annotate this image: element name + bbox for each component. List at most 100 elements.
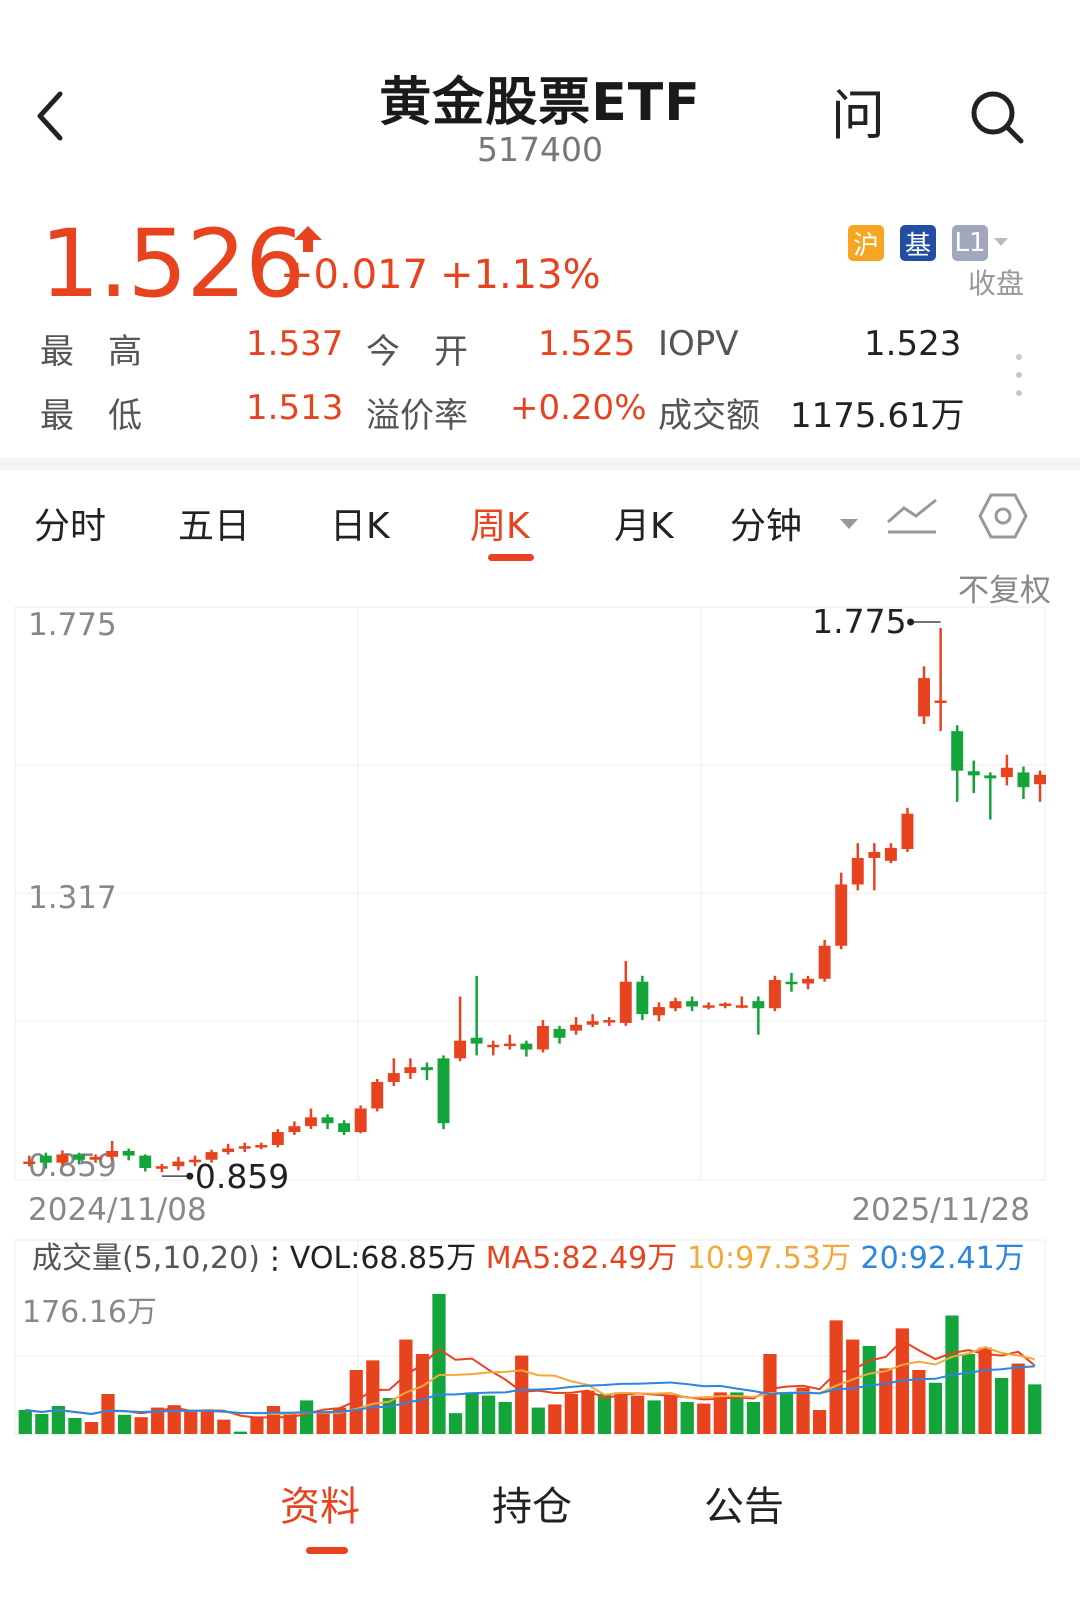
active-bottom-tab-indicator bbox=[306, 1547, 348, 1554]
candle-body bbox=[503, 1043, 516, 1047]
volume-bar bbox=[465, 1392, 479, 1434]
tab-daily-k[interactable]: 日K bbox=[330, 506, 390, 547]
volume-bar bbox=[366, 1360, 380, 1434]
tab-holdings[interactable]: 持仓 bbox=[492, 1484, 572, 1530]
page-title: 黄金股票ETF bbox=[379, 73, 701, 133]
candle-body bbox=[851, 857, 864, 885]
stat-label-iopv: IOPV bbox=[658, 324, 739, 364]
section-divider bbox=[0, 458, 1080, 470]
candle-body bbox=[967, 771, 980, 776]
volume-bar bbox=[978, 1347, 992, 1434]
candle-body bbox=[387, 1073, 400, 1082]
tab-weekly-k[interactable]: 周K bbox=[470, 506, 530, 547]
candle-body bbox=[884, 847, 897, 861]
back-chevron-icon[interactable] bbox=[30, 88, 78, 144]
volume-bar bbox=[35, 1413, 49, 1434]
candle-body bbox=[918, 678, 931, 717]
volume-bar bbox=[995, 1377, 1009, 1434]
price-change: +0.017 bbox=[280, 252, 429, 298]
candle-body bbox=[371, 1081, 384, 1109]
volume-bar bbox=[415, 1353, 430, 1434]
volume-bar bbox=[812, 1409, 827, 1434]
volume-bar bbox=[101, 1393, 115, 1434]
candle-body bbox=[73, 1154, 85, 1160]
candle-body bbox=[1017, 772, 1030, 788]
candle-body bbox=[338, 1123, 351, 1133]
market-status: 收盘 bbox=[968, 267, 1025, 300]
volume-bar bbox=[796, 1387, 810, 1434]
candle-body bbox=[1000, 767, 1013, 778]
ma20-line bbox=[25, 1365, 1035, 1416]
volume-bar bbox=[217, 1419, 231, 1434]
volume-bar bbox=[382, 1397, 396, 1434]
volume-bar bbox=[829, 1320, 843, 1434]
candle-body bbox=[934, 700, 947, 704]
candle-body bbox=[570, 1024, 583, 1031]
volume-bar bbox=[515, 1355, 529, 1434]
volume-bar bbox=[333, 1407, 347, 1434]
volume-bar bbox=[597, 1393, 612, 1434]
candle-body bbox=[785, 981, 798, 985]
price-change-percent: +1.13% bbox=[440, 252, 601, 298]
x-start-date-label: 2024/11/08 bbox=[28, 1192, 207, 1228]
tab-profile[interactable]: 资料 bbox=[280, 1484, 360, 1530]
search-icon[interactable] bbox=[968, 88, 1026, 146]
volume-bar bbox=[349, 1369, 363, 1434]
candle-body bbox=[271, 1132, 284, 1146]
y-tick-label: 1.775 bbox=[28, 607, 117, 643]
stat-value-iopv: 1.523 bbox=[864, 324, 962, 364]
stat-value-turnover: 1175.61万 bbox=[790, 396, 965, 436]
chevron-down-icon[interactable] bbox=[994, 238, 1008, 246]
candle-body bbox=[752, 1001, 765, 1009]
volume-bar bbox=[134, 1417, 148, 1434]
ask-button[interactable]: 问 bbox=[831, 84, 885, 147]
price-adjustment-label[interactable]: 不复权 bbox=[958, 573, 1051, 609]
volume-bar bbox=[664, 1395, 678, 1434]
ma10-value: 10:97.53万 bbox=[687, 1241, 861, 1276]
candle-body bbox=[553, 1028, 566, 1038]
volume-bar bbox=[432, 1293, 446, 1434]
up-arrow-icon bbox=[294, 226, 322, 252]
tab-monthly-k[interactable]: 月K bbox=[614, 506, 674, 547]
candle-body bbox=[404, 1067, 417, 1074]
tab-five-day[interactable]: 五日 bbox=[178, 506, 251, 547]
volume-bar bbox=[779, 1392, 794, 1434]
candle-body bbox=[868, 852, 881, 858]
candle-body bbox=[586, 1021, 599, 1025]
candle-body bbox=[106, 1150, 119, 1157]
candle-body bbox=[155, 1166, 168, 1169]
volume-legend: 成交量(5,10,20)⋮VOL:68.85万 MA5:82.49万 10:97… bbox=[32, 1241, 1025, 1276]
candle-body bbox=[818, 945, 831, 979]
volume-bar bbox=[18, 1409, 32, 1434]
x-end-date-label: 2025/11/28 bbox=[851, 1192, 1030, 1228]
chevron-down-icon[interactable] bbox=[840, 519, 858, 529]
volume-bar bbox=[614, 1392, 628, 1434]
volume-bar bbox=[283, 1413, 297, 1434]
volume-bar bbox=[299, 1400, 314, 1434]
volume-bar bbox=[746, 1401, 761, 1434]
settings-hexagon-icon[interactable] bbox=[978, 492, 1028, 540]
indicator-line-icon[interactable] bbox=[886, 496, 938, 536]
volume-bar bbox=[581, 1390, 595, 1434]
candle-body bbox=[56, 1154, 69, 1163]
candle-body bbox=[702, 1005, 715, 1008]
more-vertical-icon[interactable] bbox=[1014, 352, 1024, 398]
level-badge[interactable]: L1 bbox=[952, 225, 988, 261]
tab-announcements[interactable]: 公告 bbox=[704, 1484, 784, 1530]
candle-body bbox=[520, 1043, 533, 1050]
candle-body bbox=[835, 884, 848, 946]
volume-bar bbox=[84, 1421, 99, 1434]
candle-body bbox=[603, 1020, 616, 1023]
candle-body bbox=[487, 1044, 500, 1048]
candle-body bbox=[23, 1161, 36, 1165]
volume-bar bbox=[647, 1400, 661, 1434]
ma20-value: 20:92.41万 bbox=[861, 1241, 1025, 1276]
tab-minute[interactable]: 分钟 bbox=[730, 506, 803, 547]
volume-bar bbox=[879, 1368, 893, 1434]
stat-label-high: 最 高 bbox=[40, 332, 142, 372]
volume-bar bbox=[117, 1414, 132, 1434]
tab-intraday[interactable]: 分时 bbox=[34, 506, 107, 547]
candle-body bbox=[288, 1126, 301, 1133]
volume-bar bbox=[250, 1416, 264, 1434]
